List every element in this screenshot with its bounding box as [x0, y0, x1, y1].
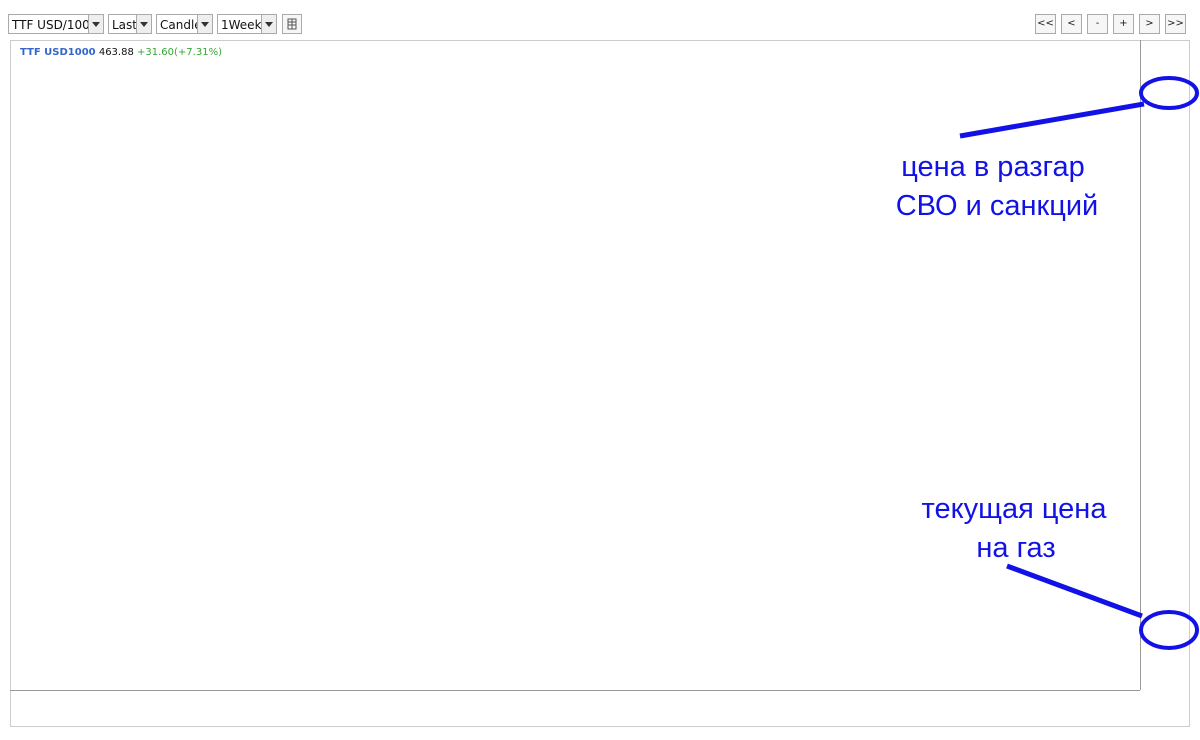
nav-button[interactable]: >> [1165, 14, 1186, 34]
annotation-arrow [959, 101, 1145, 139]
legend: TTF USD1000 463.88 +31.60(+7.31%) [20, 47, 222, 58]
table-icon [287, 18, 297, 30]
nav-button[interactable]: - [1087, 14, 1108, 34]
symbol-text: TTF USD/100 [12, 18, 90, 32]
nav-button[interactable]: + [1113, 14, 1134, 34]
nav-button[interactable]: < [1061, 14, 1082, 34]
chart-frame [10, 40, 1190, 727]
annotation: цена в разгар [901, 151, 1085, 183]
annotation: на газ [976, 532, 1055, 564]
annotation: текущая цена [922, 493, 1108, 525]
annotation: СВО и санкций [896, 190, 1099, 222]
price-type-dropdown[interactable]: Last [108, 14, 152, 34]
legend-symbol: TTF USD1000 [20, 47, 96, 58]
chart-type-text: Candle [160, 18, 202, 32]
chart-type-dropdown[interactable]: Candle [156, 14, 213, 34]
price-type-text: Last [112, 18, 137, 32]
interval-text: 1Week [221, 18, 262, 32]
nav-button[interactable]: > [1139, 14, 1160, 34]
symbol-dropdown[interactable]: TTF USD/100 [8, 14, 104, 34]
nav-button[interactable]: << [1035, 14, 1056, 34]
annotation-ellipse [1139, 610, 1199, 650]
toolbar: TTF USD/100 Last Candle 1Week << < - + >… [0, 0, 1200, 40]
interval-dropdown[interactable]: 1Week [217, 14, 277, 34]
legend-price: 463.88 [99, 47, 134, 58]
annotation-ellipse [1139, 76, 1199, 110]
table-button[interactable] [282, 14, 302, 34]
annotation-arrow [1006, 563, 1143, 619]
legend-change: +31.60(+7.31%) [137, 47, 222, 58]
